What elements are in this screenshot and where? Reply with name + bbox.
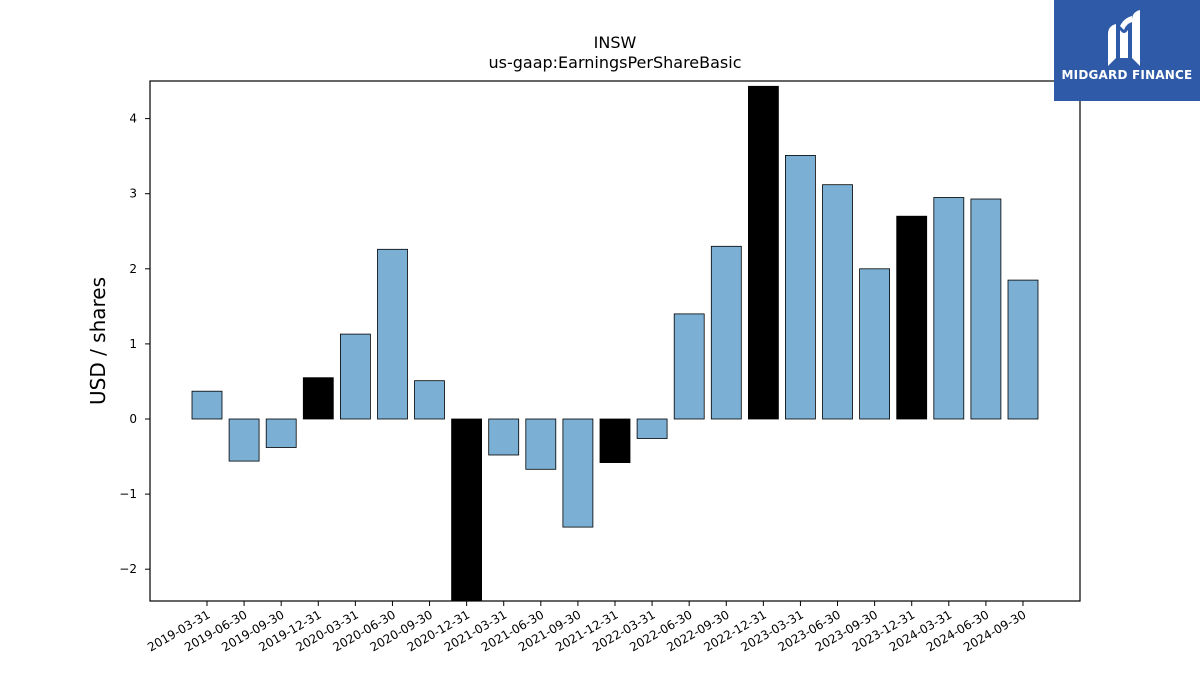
bar-2023-06-30 bbox=[822, 184, 853, 420]
y-axis-label: USD / shares bbox=[86, 277, 110, 405]
chart-title: INSW bbox=[594, 33, 637, 52]
bar-2023-09-30 bbox=[859, 268, 890, 420]
bar-2024-06-30 bbox=[970, 198, 1002, 420]
y-ticks: −2 −1 0 1 2 3 4 bbox=[119, 112, 150, 576]
bar-2023-03-31 bbox=[785, 154, 816, 420]
y-tick-label: 3 bbox=[129, 187, 137, 201]
y-tick-label: −2 bbox=[119, 562, 137, 576]
bar-2020-12-31 bbox=[451, 418, 483, 602]
bar-2019-09-30 bbox=[265, 418, 297, 448]
logo-mark-icon bbox=[1108, 10, 1140, 66]
brand-name: MIDGARD FINANCE bbox=[1061, 68, 1193, 82]
bar-2019-03-31 bbox=[191, 390, 223, 420]
bar-2020-06-30 bbox=[377, 248, 408, 420]
bar-2021-03-31 bbox=[488, 418, 520, 456]
bar-2020-09-30 bbox=[414, 380, 445, 420]
bar-2022-12-31 bbox=[748, 85, 779, 420]
y-tick-label: 2 bbox=[129, 262, 137, 276]
y-tick-label: 1 bbox=[129, 337, 137, 351]
bar-2019-06-30 bbox=[228, 418, 260, 462]
bar-2022-03-31 bbox=[636, 418, 668, 439]
bars-layer bbox=[191, 85, 1039, 602]
brand-logo: MIDGARD FINANCE bbox=[1054, 0, 1200, 101]
y-tick-label: 4 bbox=[129, 112, 137, 126]
bar-2023-12-31 bbox=[896, 215, 928, 420]
bar-2022-09-30 bbox=[710, 245, 742, 420]
chart-subtitle: us-gaap:EarningsPerShareBasic bbox=[488, 53, 741, 72]
bar-2022-06-30 bbox=[673, 313, 705, 420]
bar-2024-03-31 bbox=[933, 197, 965, 420]
bar-2024-09-30 bbox=[1007, 279, 1039, 420]
bar-2021-12-31 bbox=[599, 418, 631, 463]
bar-2020-03-31 bbox=[339, 333, 371, 420]
x-ticks: 2019-03-312019-06-302019-09-302019-12-31… bbox=[145, 601, 1028, 654]
bar-2021-06-30 bbox=[525, 418, 557, 470]
bar-2019-12-31 bbox=[302, 377, 334, 420]
bar-2021-09-30 bbox=[562, 418, 594, 528]
y-tick-label: 0 bbox=[129, 412, 137, 426]
plot-frame bbox=[149, 80, 1081, 602]
y-tick-label: −1 bbox=[119, 487, 137, 501]
